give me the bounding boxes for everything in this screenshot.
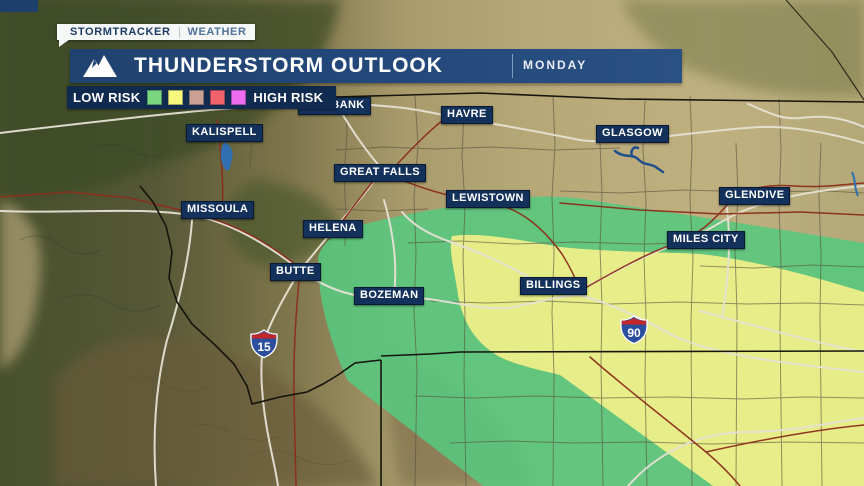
flathead-lake [220,142,233,171]
fort-peck-lake [613,146,665,174]
interstate-15-shield: 15 [250,329,278,359]
city-label-helena: HELENA [303,220,363,238]
city-label-missoula: MISSOULA [181,201,255,219]
city-label-glasgow: GLASGOW [596,125,669,143]
city-label-great-falls: GREAT FALLS [334,164,426,182]
interstate-90-shield: 90 [620,315,648,345]
river-right-edge [851,171,859,197]
city-label-miles-city: MILES CITY [667,231,745,249]
city-label-glendive: GLENDIVE [719,187,791,205]
legend-low-risk-label: LOW RISK [73,90,141,105]
header-divider [512,54,513,78]
thunderstorm-outlook-header: THUNDERSTORM OUTLOOK MONDAY [70,49,682,83]
brand-stormtracker: STORMTRACKER [70,26,171,38]
svg-text:15: 15 [257,340,271,354]
banner-tail [59,39,70,47]
banner-divider [178,26,180,38]
legend-swatch-yellow [168,90,184,105]
city-label-billings: BILLINGS [520,277,587,295]
brand-weather: WEATHER [187,26,247,38]
svg-text:90: 90 [627,326,641,340]
legend-swatches [147,90,247,105]
legend-swatch-green [147,90,163,105]
risk-legend: LOW RISK HIGH RISK [67,86,336,109]
legend-swatch-red [210,90,226,105]
stormtracker-banner: STORMTRACKER WEATHER [57,24,255,47]
legend-high-risk-label: HIGH RISK [253,90,324,105]
city-label-havre: HAVRE [441,106,493,124]
legend-swatch-tan [189,90,205,105]
city-label-lewistown: LEWISTOWN [446,190,530,208]
legend-swatch-magenta [231,90,247,105]
city-label-kalispell: KALISPELL [186,124,263,142]
forecast-day-label: MONDAY [523,58,588,72]
page-title: THUNDERSTORM OUTLOOK [134,54,443,77]
city-label-butte: BUTTE [270,263,321,281]
mountain-icon [82,53,118,79]
corner-banner-scrap [0,0,38,12]
city-label-bozeman: BOZEMAN [354,287,425,305]
